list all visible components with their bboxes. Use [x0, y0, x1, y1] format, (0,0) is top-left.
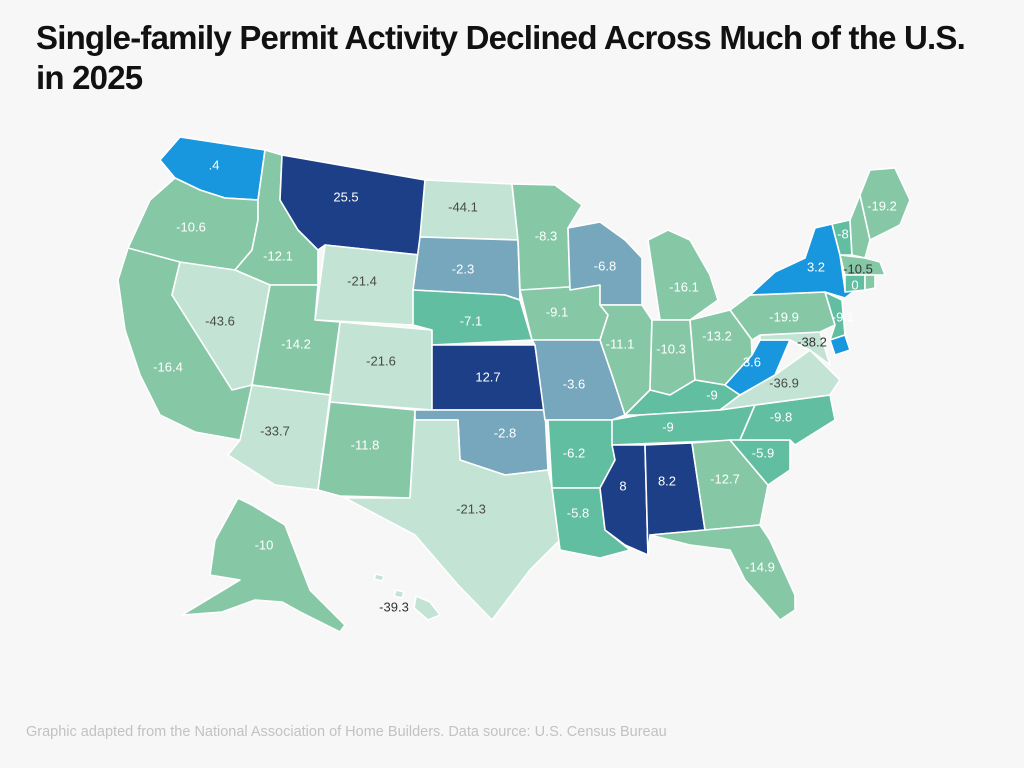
label-IA: -9.1: [546, 304, 568, 319]
label-MD: -38.2: [797, 334, 827, 349]
label-WY: -21.4: [347, 273, 377, 288]
label-TX: -21.3: [456, 501, 486, 516]
label-OR: -10.6: [176, 219, 206, 234]
label-MS: 8: [619, 478, 626, 493]
label-SD: -2.3: [452, 261, 474, 276]
state-DE[interactable]: [829, 334, 851, 356]
label-NJ: -9.1: [832, 309, 854, 324]
state-AZ[interactable]: [227, 384, 331, 491]
label-ID: -12.1: [263, 248, 293, 263]
state-MA[interactable]: [839, 254, 886, 276]
label-WI: -6.8: [594, 258, 616, 273]
label-SC: -5.9: [752, 445, 774, 460]
state-HI-3[interactable]: [373, 573, 385, 582]
label-MA: -10.5: [843, 261, 873, 276]
label-AR: -6.2: [563, 445, 585, 460]
label-NV: -43.6: [205, 313, 235, 328]
map-title: Single-family Permit Activity Declined A…: [36, 19, 966, 96]
label-CO: -21.6: [366, 353, 396, 368]
state-HI-1[interactable]: [413, 595, 441, 621]
label-MI: -16.1: [669, 279, 699, 294]
source-note: Graphic adapted from the National Associ…: [26, 724, 667, 740]
label-NC: -9.8: [770, 409, 792, 424]
state-NH[interactable]: [849, 194, 871, 259]
label-FL: -14.9: [745, 559, 775, 574]
label-PA: -19.9: [769, 309, 799, 324]
label-NM: -11.8: [351, 437, 380, 452]
label-NE: -7.1: [460, 313, 482, 328]
label-HI: -39.3: [379, 599, 409, 614]
state-FL[interactable]: [649, 524, 796, 621]
label-GA: -12.7: [710, 471, 740, 486]
label-OK: -2.8: [494, 425, 516, 440]
label-TN: -9: [662, 419, 674, 434]
label-IN: -10.3: [656, 341, 686, 356]
label-VA: -36.9: [769, 375, 799, 390]
label-MO: -3.6: [563, 376, 585, 391]
label-AK: -10: [255, 537, 274, 552]
label-WV: 3.6: [743, 354, 761, 369]
state-ME[interactable]: [859, 167, 911, 241]
state-TX[interactable]: [344, 419, 561, 621]
label-MN: -8.3: [535, 228, 557, 243]
label-IL: -11.1: [606, 336, 635, 351]
label-AL: 8.2: [658, 473, 676, 488]
state-NM[interactable]: [317, 401, 416, 499]
label-KY: -9: [706, 387, 718, 402]
label-VT: -8: [837, 226, 849, 241]
label-ND: -44.1: [448, 199, 478, 214]
label-CA: -16.4: [153, 359, 183, 374]
label-WA: .4: [209, 157, 220, 172]
state-NE[interactable]: [412, 289, 533, 346]
label-OH: -13.2: [702, 328, 732, 343]
label-ME: -19.2: [867, 198, 897, 213]
state-HI-2[interactable]: [393, 589, 405, 599]
state-AK[interactable]: [181, 497, 346, 633]
state-MI[interactable]: [647, 229, 719, 321]
state-RI[interactable]: [864, 274, 876, 291]
label-UT: -14.2: [281, 336, 311, 351]
label-KS: 12.7: [475, 369, 500, 384]
label-CT: 0: [851, 277, 858, 292]
label-AZ: -33.7: [260, 423, 290, 438]
label-NY: 3.2: [807, 259, 825, 274]
label-MT: 25.5: [333, 189, 358, 204]
label-LA: -5.8: [567, 505, 589, 520]
